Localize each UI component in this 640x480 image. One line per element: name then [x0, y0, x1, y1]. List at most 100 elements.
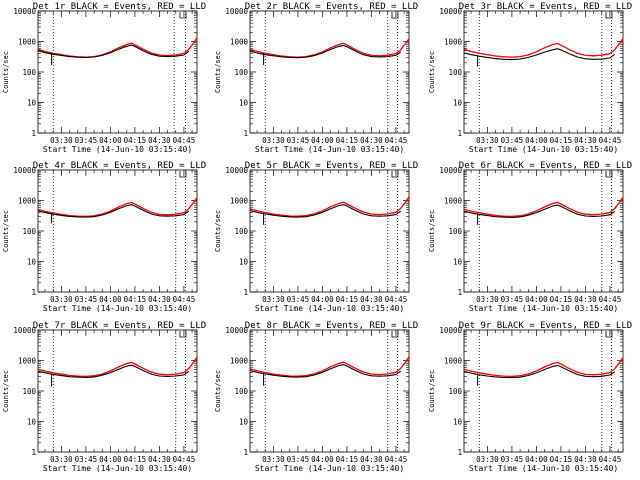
panel-det-3: Det 3r BLACK = Events, RED = LLD 1 10 100 10…: [428, 2, 632, 154]
y-tick-label: 10: [239, 258, 249, 267]
corner-bracket-marker: [391, 171, 399, 178]
x-tick-label: 04:15: [124, 136, 147, 145]
series-events-line: [463, 48, 616, 61]
x-tick-label: 04:30: [574, 455, 597, 464]
y-axis-label: Counts/sec: [214, 370, 222, 412]
x-tick-label: 04:45: [599, 455, 622, 464]
y-tick-label: 1: [243, 448, 248, 457]
panel-title: Det 1r BLACK = Events, RED = LLD: [33, 2, 206, 12]
x-axis-label: Start Time (14-Jun-10 03:15:40): [469, 464, 618, 473]
corner-bracket-marker: [391, 12, 399, 19]
y-tick-label: 1: [243, 129, 248, 138]
y-tick-label: 100: [448, 68, 462, 77]
x-tick-label: 04:15: [124, 455, 147, 464]
x-tick-label: 03:30: [262, 295, 285, 304]
x-tick-label: 04:30: [148, 455, 171, 464]
y-axis-label: Counts/sec: [428, 210, 436, 252]
y-tick-label: 10: [27, 418, 37, 427]
panel-title: Det 4r BLACK = Events, RED = LLD: [33, 161, 206, 171]
series-lld-line: [249, 196, 410, 217]
x-tick-label: 03:30: [262, 136, 285, 145]
y-tick-label: 1: [31, 448, 36, 457]
x-axis-label: Start Time (14-Jun-10 03:15:40): [43, 304, 192, 313]
x-tick-label: 04:15: [550, 136, 573, 145]
panel-det-6: Det 6r BLACK = Events, RED = LLD 1 10 100 10…: [428, 161, 632, 313]
panel-title: Det 7r BLACK = Events, RED = LLD: [33, 321, 206, 331]
plot-frame: [463, 169, 624, 293]
y-tick-label: 10000: [225, 326, 248, 335]
y-tick-label: 10: [239, 418, 249, 427]
x-tick-label: 04:45: [385, 136, 408, 145]
series-events-line: [249, 44, 402, 59]
y-tick-label: 1000: [444, 357, 463, 366]
panel-title: Det 3r BLACK = Events, RED = LLD: [459, 2, 632, 12]
y-tick-label: 10000: [13, 166, 36, 175]
y-tick-label: 1000: [18, 357, 37, 366]
y-tick-label: 10: [453, 258, 463, 267]
y-axis-label: Counts/sec: [214, 210, 222, 252]
series-lld-line: [249, 38, 410, 58]
panel-det-4: Det 4r BLACK = Events, RED = LLD 1 10 100 10…: [2, 161, 206, 313]
x-axis-label: Start Time (14-Jun-10 03:15:40): [43, 145, 192, 154]
plot-frame: [37, 10, 198, 134]
y-axis-label: Counts/sec: [2, 210, 10, 252]
x-tick-label: 03:30: [50, 455, 73, 464]
y-tick-label: 100: [22, 68, 36, 77]
x-tick-label: 04:30: [360, 295, 383, 304]
y-tick-label: 1: [457, 448, 462, 457]
y-tick-label: 10000: [439, 7, 462, 16]
x-tick-label: 03:45: [75, 455, 98, 464]
corner-bracket-marker: [179, 331, 187, 338]
x-tick-label: 04:00: [99, 295, 122, 304]
x-tick-label: 04:45: [173, 136, 196, 145]
series-events-line: [37, 204, 190, 218]
y-tick-label: 10: [239, 99, 249, 108]
panel-title: Det 6r BLACK = Events, RED = LLD: [459, 161, 632, 171]
x-tick-label: 04:00: [311, 295, 334, 304]
corner-bracket-marker: [605, 331, 613, 338]
y-tick-label: 100: [234, 227, 248, 236]
corner-bracket-marker: [605, 12, 613, 19]
y-tick-label: 10000: [13, 326, 36, 335]
plot-frame: [37, 329, 198, 453]
panel-det-1: Det 1r BLACK = Events, RED = LLD 1 10 100 10…: [2, 2, 206, 154]
y-axis-label: Counts/sec: [2, 370, 10, 412]
x-tick-label: 04:15: [336, 455, 359, 464]
y-tick-label: 1000: [18, 38, 37, 47]
series-events-line: [37, 364, 190, 378]
x-tick-label: 04:00: [311, 136, 334, 145]
x-tick-label: 04:45: [385, 295, 408, 304]
x-tick-label: 04:30: [360, 136, 383, 145]
x-tick-label: 03:45: [287, 455, 310, 464]
y-tick-label: 10000: [225, 166, 248, 175]
x-tick-label: 04:45: [599, 295, 622, 304]
plot-frame: [249, 10, 410, 134]
y-tick-label: 10000: [439, 326, 462, 335]
y-tick-label: 1: [243, 288, 248, 297]
panel-det-5: Det 5r BLACK = Events, RED = LLD 1 10 100 10…: [214, 161, 418, 313]
y-tick-label: 10000: [13, 7, 36, 16]
y-tick-label: 1: [31, 288, 36, 297]
x-tick-label: 04:00: [525, 295, 548, 304]
series-lld-line: [37, 197, 198, 218]
x-tick-label: 04:15: [124, 295, 147, 304]
series-lld-line: [37, 37, 198, 58]
x-tick-label: 04:30: [360, 455, 383, 464]
y-tick-label: 1000: [230, 197, 249, 206]
panel-title: Det 2r BLACK = Events, RED = LLD: [245, 2, 418, 12]
x-axis-label: Start Time (14-Jun-10 03:15:40): [255, 145, 404, 154]
y-axis-label: Counts/sec: [214, 51, 222, 93]
series-lld-line: [463, 196, 624, 218]
x-tick-label: 03:45: [501, 295, 524, 304]
x-tick-label: 04:00: [99, 455, 122, 464]
panel-det-2: Det 2r BLACK = Events, RED = LLD 1 10 100 10…: [214, 2, 418, 154]
panel-det-8: Det 8r BLACK = Events, RED = LLD 1 10 100 10…: [214, 321, 418, 473]
x-tick-label: 03:45: [501, 455, 524, 464]
corner-bracket-marker: [605, 171, 613, 178]
y-tick-label: 1000: [230, 38, 249, 47]
x-tick-label: 04:00: [99, 136, 122, 145]
y-axis-label: Counts/sec: [2, 51, 10, 93]
series-lld-line: [37, 356, 198, 378]
y-tick-label: 1: [31, 129, 36, 138]
